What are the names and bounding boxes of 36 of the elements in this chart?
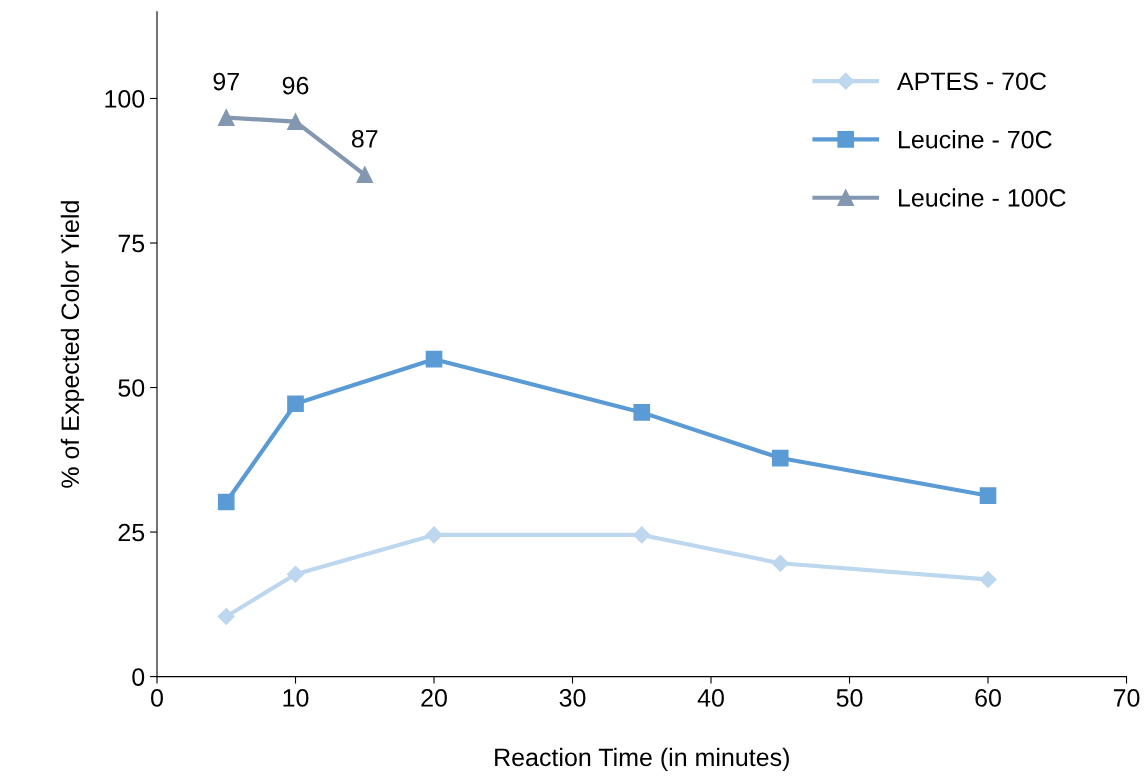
- point: [217, 109, 235, 126]
- point: [979, 487, 997, 504]
- point: [287, 113, 304, 130]
- point: [771, 449, 789, 467]
- point: [217, 607, 235, 626]
- point: [287, 395, 304, 413]
- y-tick-label: 25: [118, 523, 145, 542]
- point: [425, 526, 443, 544]
- point: [771, 554, 789, 572]
- x-tick-label: 20: [421, 689, 447, 707]
- legend-label: Leucine - 70C: [899, 130, 1052, 149]
- x-tick-label: 70: [1113, 689, 1140, 707]
- point: [217, 493, 235, 511]
- point: [356, 166, 374, 184]
- x-tick-label: 40: [697, 689, 724, 707]
- point: [425, 350, 443, 368]
- legend-label: APTES - 70C: [897, 72, 1047, 91]
- x-tick-label: 50: [836, 689, 863, 707]
- point: [633, 526, 651, 544]
- y-axis-title: % of Expected Color Yield: [60, 201, 85, 488]
- point: [633, 404, 651, 421]
- point: [979, 570, 997, 589]
- data-label: 97: [213, 72, 239, 91]
- x-tick-label: 0: [151, 689, 163, 707]
- x-tick-label: 10: [283, 689, 309, 707]
- x-tick-label: 60: [975, 689, 1001, 707]
- data-label: 87: [351, 129, 378, 148]
- x-axis-title: Reaction Time (in minutes): [495, 747, 789, 772]
- x-tick-label: 30: [559, 689, 586, 707]
- y-tick-label: 75: [118, 234, 145, 253]
- y-tick-label: 0: [132, 668, 145, 686]
- data-label: 96: [282, 76, 309, 95]
- legend-label: Leucine - 100C: [899, 188, 1066, 207]
- y-tick-label: 50: [118, 379, 145, 397]
- y-tick-label: 100: [105, 90, 145, 108]
- point: [286, 565, 305, 583]
